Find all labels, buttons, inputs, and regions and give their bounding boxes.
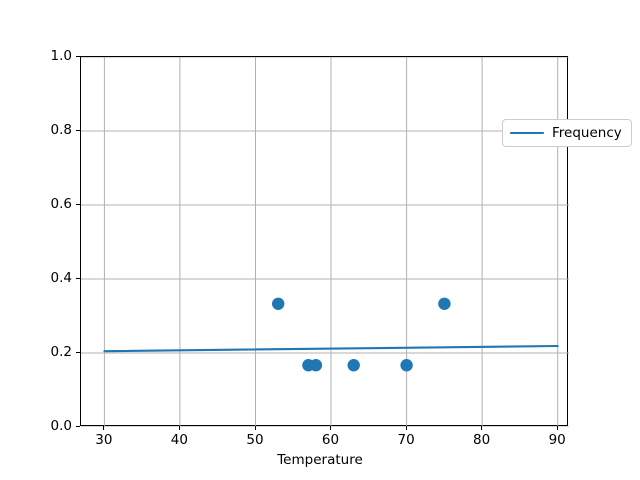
xtick-label: 50 bbox=[246, 432, 264, 448]
plot-axes: Frequency bbox=[80, 56, 632, 427]
xtick-mark bbox=[405, 426, 407, 430]
plot-canvas bbox=[81, 57, 569, 427]
ytick-mark bbox=[76, 130, 80, 132]
x-gridlines bbox=[103, 57, 559, 427]
xtick-label: 70 bbox=[397, 432, 415, 448]
frequency-line-series bbox=[103, 344, 559, 353]
xtick-label: 30 bbox=[95, 432, 113, 448]
xtick-label: 40 bbox=[170, 432, 188, 448]
ytick-mark bbox=[76, 56, 80, 58]
scatter-series bbox=[272, 297, 451, 372]
scatter-point bbox=[347, 359, 360, 372]
ytick-label: 0.0 bbox=[50, 418, 72, 434]
xtick-mark bbox=[556, 426, 558, 430]
xtick-mark bbox=[103, 426, 105, 430]
gridlines bbox=[81, 57, 569, 427]
xtick-mark bbox=[330, 426, 332, 430]
x-axis-label: Temperature bbox=[277, 452, 363, 468]
xtick-mark bbox=[254, 426, 256, 430]
ytick-mark bbox=[76, 352, 80, 354]
y-gridlines bbox=[81, 57, 569, 427]
scatter-point bbox=[309, 359, 323, 372]
legend-entry-label: Frequency bbox=[552, 125, 622, 141]
xtick-mark bbox=[481, 426, 483, 430]
scatter-point bbox=[438, 297, 451, 310]
scatter-point bbox=[272, 297, 285, 310]
xtick-mark bbox=[178, 426, 180, 430]
ytick-mark bbox=[76, 278, 80, 280]
scatter-point bbox=[400, 359, 413, 372]
legend-line-icon bbox=[510, 131, 544, 135]
ytick-label: 0.8 bbox=[50, 122, 72, 138]
xtick-label: 80 bbox=[473, 432, 491, 448]
ytick-mark bbox=[76, 204, 80, 206]
xtick-label: 60 bbox=[321, 432, 340, 448]
ytick-label: 0.6 bbox=[50, 196, 72, 212]
xtick-label: 90 bbox=[548, 432, 566, 448]
ytick-label: 0.4 bbox=[50, 270, 72, 286]
ytick-label: 1.0 bbox=[50, 48, 72, 64]
legend: Frequency bbox=[502, 119, 632, 147]
ytick-mark bbox=[76, 426, 80, 428]
ytick-label: 0.2 bbox=[50, 344, 72, 360]
